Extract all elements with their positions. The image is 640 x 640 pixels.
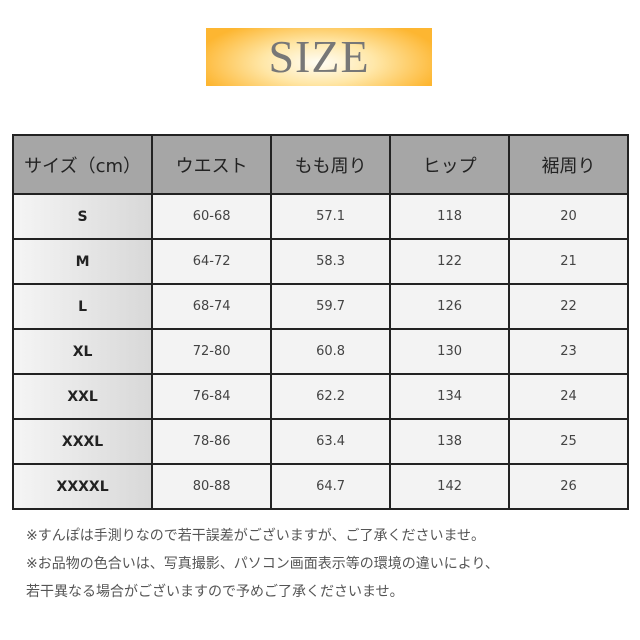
- cell-thigh: 64.7: [270, 463, 392, 510]
- cell-size: XXXXL: [11, 463, 154, 510]
- cell-hip: 126: [389, 283, 511, 330]
- header-size: サイズ（cm）: [11, 134, 154, 195]
- cell-thigh: 59.7: [270, 283, 392, 330]
- table-row: XXXL 78-86 63.4 138 25: [11, 418, 629, 465]
- cell-thigh: 58.3: [270, 238, 392, 285]
- cell-hem: 24: [508, 373, 629, 420]
- cell-thigh: 57.1: [270, 193, 392, 240]
- header-hem: 裾周り: [508, 134, 629, 195]
- cell-hem: 25: [508, 418, 629, 465]
- notes: ※すんぽは手測りなので若干誤差がございますが、ご了承くださいませ。 ※お品物の色…: [26, 522, 499, 606]
- cell-hip: 118: [389, 193, 511, 240]
- cell-hip: 134: [389, 373, 511, 420]
- table-row: S 60-68 57.1 118 20: [11, 193, 629, 240]
- cell-waist: 80-88: [151, 463, 273, 510]
- header-thigh: もも周り: [270, 134, 392, 195]
- cell-size: M: [11, 238, 154, 285]
- header-waist: ウエスト: [151, 134, 273, 195]
- cell-hem: 26: [508, 463, 629, 510]
- cell-size: XXL: [11, 373, 154, 420]
- cell-waist: 60-68: [151, 193, 273, 240]
- cell-size: XXXL: [11, 418, 154, 465]
- table-row: L 68-74 59.7 126 22: [11, 283, 629, 330]
- cell-size: L: [11, 283, 154, 330]
- header-row: サイズ（cm） ウエスト もも周り ヒップ 裾周り: [11, 134, 629, 195]
- cell-hip: 122: [389, 238, 511, 285]
- cell-thigh: 63.4: [270, 418, 392, 465]
- note-line: ※すんぽは手測りなので若干誤差がございますが、ご了承くださいませ。: [26, 528, 486, 544]
- cell-hem: 21: [508, 238, 629, 285]
- cell-hem: 20: [508, 193, 629, 240]
- size-title: SIZE: [268, 31, 370, 82]
- cell-hem: 23: [508, 328, 629, 375]
- cell-waist: 64-72: [151, 238, 273, 285]
- cell-size: XL: [11, 328, 154, 375]
- cell-hip: 138: [389, 418, 511, 465]
- size-table: サイズ（cm） ウエスト もも周り ヒップ 裾周り S 60-68 57.1 118 2…: [11, 134, 629, 510]
- cell-hip: 130: [389, 328, 511, 375]
- cell-thigh: 60.8: [270, 328, 392, 375]
- table-row: XXL 76-84 62.2 134 24: [11, 373, 629, 420]
- note-line: 若干異なる場合がございますので予めご了承くださいませ。: [26, 584, 404, 600]
- cell-hip: 142: [389, 463, 511, 510]
- table-row: M 64-72 58.3 122 21: [11, 238, 629, 285]
- size-banner: SIZE: [206, 28, 432, 86]
- cell-waist: 76-84: [151, 373, 273, 420]
- header-hip: ヒップ: [389, 134, 511, 195]
- cell-size: S: [11, 193, 154, 240]
- cell-hem: 22: [508, 283, 629, 330]
- table-row: XL 72-80 60.8 130 23: [11, 328, 629, 375]
- note-line: ※お品物の色合いは、写真撮影、パソコン画面表示等の環境の違いにより、: [26, 556, 499, 572]
- table-row: XXXXL 80-88 64.7 142 26: [11, 463, 629, 510]
- cell-thigh: 62.2: [270, 373, 392, 420]
- cell-waist: 68-74: [151, 283, 273, 330]
- cell-waist: 72-80: [151, 328, 273, 375]
- cell-waist: 78-86: [151, 418, 273, 465]
